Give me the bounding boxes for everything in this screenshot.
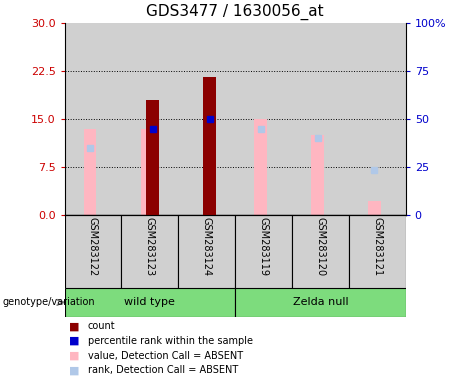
- Text: ■: ■: [69, 351, 79, 361]
- Bar: [141, 129, 153, 215]
- Text: percentile rank within the sample: percentile rank within the sample: [88, 336, 253, 346]
- Text: count: count: [88, 321, 115, 331]
- Bar: [65, 215, 121, 288]
- Text: Zelda null: Zelda null: [293, 297, 348, 308]
- Text: GSM283122: GSM283122: [88, 217, 98, 276]
- Text: ■: ■: [69, 321, 79, 331]
- Bar: [235, 23, 292, 215]
- Bar: [147, 100, 159, 215]
- Bar: [65, 23, 121, 215]
- Bar: [65, 288, 235, 317]
- Text: ■: ■: [69, 365, 79, 375]
- Bar: [84, 129, 96, 215]
- Text: rank, Detection Call = ABSENT: rank, Detection Call = ABSENT: [88, 365, 238, 375]
- Bar: [203, 78, 216, 215]
- Bar: [368, 201, 381, 215]
- Bar: [254, 119, 267, 215]
- Title: GDS3477 / 1630056_at: GDS3477 / 1630056_at: [146, 4, 324, 20]
- Bar: [311, 135, 324, 215]
- Bar: [349, 215, 406, 288]
- Text: value, Detection Call = ABSENT: value, Detection Call = ABSENT: [88, 351, 242, 361]
- Bar: [292, 215, 349, 288]
- Bar: [178, 215, 235, 288]
- Bar: [121, 215, 178, 288]
- Text: GSM283121: GSM283121: [372, 217, 382, 276]
- Text: genotype/variation: genotype/variation: [2, 297, 95, 308]
- Bar: [349, 23, 406, 215]
- Text: GSM283119: GSM283119: [259, 217, 269, 276]
- Text: GSM283120: GSM283120: [315, 217, 325, 276]
- Text: GSM283124: GSM283124: [201, 217, 212, 276]
- Bar: [292, 23, 349, 215]
- Text: GSM283123: GSM283123: [145, 217, 155, 276]
- Text: wild type: wild type: [124, 297, 175, 308]
- Bar: [235, 288, 406, 317]
- Text: ■: ■: [69, 336, 79, 346]
- Bar: [121, 23, 178, 215]
- Bar: [178, 23, 235, 215]
- Bar: [235, 215, 292, 288]
